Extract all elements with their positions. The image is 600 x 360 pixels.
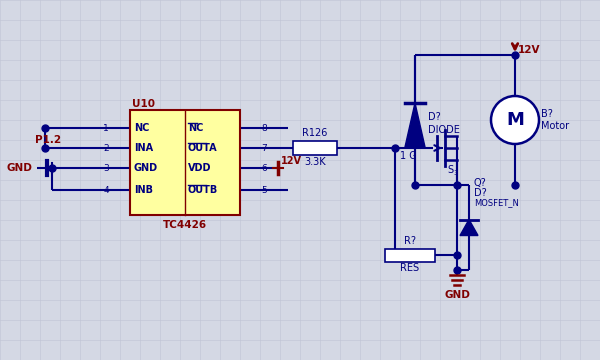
Text: MOSFET_N: MOSFET_N	[474, 198, 519, 207]
Text: B?: B?	[541, 109, 553, 119]
Text: NC: NC	[188, 123, 203, 133]
Text: 4: 4	[103, 185, 109, 194]
Text: 3: 3	[103, 163, 109, 172]
Polygon shape	[405, 103, 425, 147]
Text: 12V: 12V	[281, 156, 302, 166]
Text: 3: 3	[453, 170, 457, 176]
Text: U10: U10	[132, 99, 155, 109]
Text: Motor: Motor	[541, 121, 569, 131]
Text: 3.3K: 3.3K	[304, 157, 326, 167]
Circle shape	[491, 96, 539, 144]
Text: OUTA: OUTA	[188, 143, 218, 153]
Text: 1 G: 1 G	[400, 151, 417, 161]
Text: 1: 1	[103, 123, 109, 132]
Bar	[130, 110, 240, 215]
Text: TC4426: TC4426	[163, 220, 207, 230]
Text: 12V: 12V	[518, 45, 541, 55]
Text: S: S	[447, 165, 453, 175]
Text: D?: D?	[474, 188, 487, 198]
Text: NC: NC	[134, 123, 149, 133]
Text: Q?: Q?	[474, 178, 487, 188]
Text: VDD: VDD	[188, 163, 212, 173]
Bar	[385, 249, 435, 262]
Text: D?: D?	[428, 112, 441, 122]
Text: 8: 8	[261, 123, 267, 132]
Bar	[293, 141, 337, 155]
Text: R126: R126	[302, 128, 328, 138]
Text: 6: 6	[261, 163, 267, 172]
Text: R?: R?	[404, 236, 416, 246]
Text: P1.2: P1.2	[35, 135, 61, 145]
Text: DIODE: DIODE	[428, 125, 460, 135]
Text: INA: INA	[134, 143, 153, 153]
Text: OUTB: OUTB	[188, 185, 218, 195]
Polygon shape	[460, 220, 478, 235]
Text: GND: GND	[444, 290, 470, 300]
Text: 5: 5	[261, 185, 267, 194]
Text: INB: INB	[134, 185, 153, 195]
Text: 7: 7	[261, 144, 267, 153]
Text: RES: RES	[400, 263, 419, 273]
Text: 2: 2	[103, 144, 109, 153]
Text: GND: GND	[134, 163, 158, 173]
Text: M: M	[506, 111, 524, 129]
Text: GND: GND	[6, 163, 32, 173]
